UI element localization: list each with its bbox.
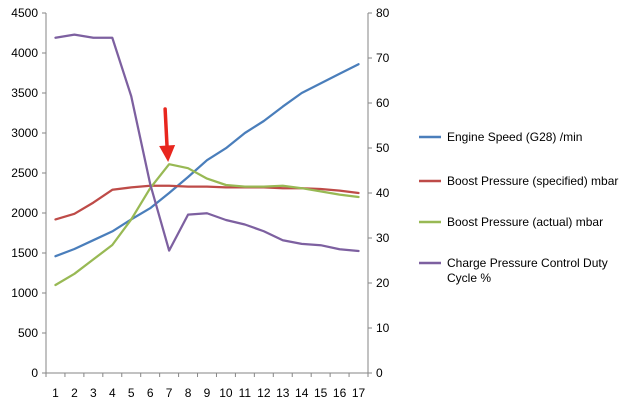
left-y-tick-label: 1500 bbox=[11, 246, 38, 260]
x-tick-label: 8 bbox=[185, 386, 192, 400]
legend-label: Charge Pressure Control Duty Cycle % bbox=[447, 256, 608, 285]
right-y-tick-label: 0 bbox=[376, 366, 383, 380]
right-y-tick-label: 70 bbox=[376, 51, 390, 65]
x-tick-label: 5 bbox=[128, 386, 135, 400]
legend-label: Engine Speed (G28) /min bbox=[447, 130, 582, 144]
x-tick-label: 7 bbox=[166, 386, 173, 400]
legend-item: Boost Pressure (actual) mbar bbox=[419, 215, 603, 229]
left-y-tick-label: 0 bbox=[31, 366, 38, 380]
left-y-tick-label: 3000 bbox=[11, 126, 38, 140]
x-tick-label: 16 bbox=[333, 386, 347, 400]
right-y-tick-label: 80 bbox=[376, 6, 390, 20]
right-y-tick-label: 20 bbox=[376, 276, 390, 290]
right-y-tick-label: 60 bbox=[376, 96, 390, 110]
x-tick-label: 9 bbox=[204, 386, 211, 400]
left-y-tick-label: 3500 bbox=[11, 86, 38, 100]
x-tick-label: 11 bbox=[239, 386, 252, 400]
left-y-tick-label: 4000 bbox=[11, 46, 38, 60]
x-tick-label: 1 bbox=[52, 386, 59, 400]
left-y-tick-label: 2500 bbox=[11, 166, 38, 180]
right-y-tick-label: 40 bbox=[376, 186, 390, 200]
x-tick-label: 10 bbox=[219, 386, 233, 400]
x-tick-label: 4 bbox=[109, 386, 116, 400]
legend-item: Boost Pressure (specified) mbar bbox=[419, 174, 618, 188]
series-line-4 bbox=[54, 33, 360, 253]
left-y-tick-label: 1000 bbox=[11, 286, 38, 300]
left-y-tick-label: 2000 bbox=[11, 206, 38, 220]
arrow-shaft bbox=[163, 107, 169, 150]
right-y-tick-label: 50 bbox=[376, 141, 390, 155]
legend-label-line: Charge Pressure Control Duty bbox=[447, 256, 608, 270]
x-tick-label: 17 bbox=[352, 386, 366, 400]
right-y-tick-label: 30 bbox=[376, 231, 390, 245]
left-y-tick-label: 4500 bbox=[11, 6, 38, 20]
legend-label: Boost Pressure (actual) mbar bbox=[447, 215, 603, 229]
axes-layer: 0 500 1000 1500 2000 2500 3000 3500 4000 4500 0 10 2… bbox=[11, 6, 389, 400]
left-y-tick-label: 500 bbox=[18, 326, 38, 340]
x-tick-label: 6 bbox=[147, 386, 154, 400]
legend-item: Charge Pressure Control Duty Cycle % bbox=[419, 256, 608, 285]
legend-label-line: Cycle % bbox=[447, 271, 491, 285]
x-tick-label: 14 bbox=[295, 386, 309, 400]
red-arrow-annotation bbox=[159, 107, 176, 162]
legend-item: Engine Speed (G28) /min bbox=[419, 130, 582, 144]
right-y-tick-label: 10 bbox=[376, 321, 390, 335]
series-line-1 bbox=[54, 63, 360, 258]
annotation-layer bbox=[159, 107, 176, 162]
arrow-head bbox=[159, 145, 176, 162]
x-tick-label: 3 bbox=[90, 386, 97, 400]
x-tick-label: 2 bbox=[71, 386, 78, 400]
x-tick-label: 13 bbox=[276, 386, 290, 400]
legend: Engine Speed (G28) /min Boost Pressure (s… bbox=[419, 130, 618, 285]
x-tick-label: 12 bbox=[257, 386, 271, 400]
legend-label: Boost Pressure (specified) mbar bbox=[447, 174, 618, 188]
series-line-3 bbox=[54, 163, 360, 287]
x-tick-label: 15 bbox=[314, 386, 328, 400]
lines-layer bbox=[54, 33, 360, 287]
